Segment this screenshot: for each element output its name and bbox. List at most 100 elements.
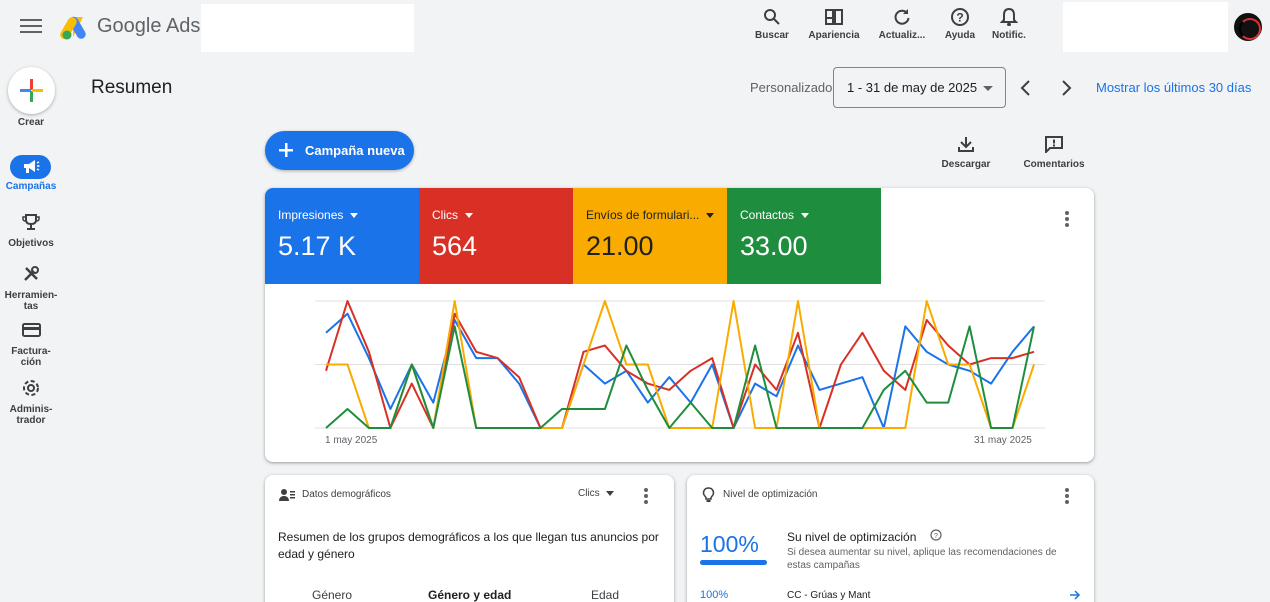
menu-icon[interactable]: [20, 16, 42, 38]
caret-down-icon: [465, 212, 473, 218]
new-campaign-label: Campaña nueva: [305, 143, 405, 158]
campaigns-icon: [23, 160, 39, 173]
notifications-tool-label: Notific.: [992, 30, 1026, 41]
help-icon[interactable]: ?: [930, 529, 942, 541]
sidebar-item-objectives[interactable]: [0, 213, 62, 231]
sidebar-item-admin[interactable]: [0, 378, 62, 398]
campaign-name[interactable]: CC - Grúas y Mant: [787, 590, 871, 601]
tab-gender[interactable]: Género: [312, 588, 353, 602]
appearance-tool-label: Apariencia: [808, 30, 860, 41]
sidebar-item-tools[interactable]: [0, 265, 62, 283]
appearance-tool[interactable]: Apariencia: [806, 6, 862, 41]
sidebar-label-objectives: Objetivos: [8, 238, 54, 249]
download-button[interactable]: Descargar: [938, 133, 994, 170]
demographics-icon: [279, 489, 295, 501]
series-line-1: [325, 300, 1035, 429]
notifications-tool[interactable]: Notific.: [981, 6, 1037, 41]
date-range-select[interactable]: 1 - 31 de may de 2025: [833, 67, 1006, 108]
create-label: Crear: [17, 117, 45, 128]
chevron-down-icon: [983, 86, 993, 91]
help-icon: ?: [951, 8, 969, 26]
search-icon: [764, 9, 780, 25]
comments-label: Comentarios: [1023, 159, 1085, 170]
comment-icon: [1045, 136, 1063, 153]
demographics-card: [265, 475, 674, 602]
lightbulb-icon: [702, 487, 715, 502]
search-tool-label: Buscar: [755, 30, 789, 41]
sidebar-item-billing[interactable]: [0, 322, 62, 338]
refresh-tool-label: Actualiz...: [878, 30, 926, 41]
comments-button[interactable]: Comentarios: [1020, 133, 1088, 170]
demographics-metric-select[interactable]: Clics: [578, 488, 615, 499]
demographics-metric-value: Clics: [578, 488, 600, 499]
optimization-progress-track: [700, 560, 767, 565]
sidebar-label-admin-1: Adminis-: [9, 404, 53, 415]
trophy-icon: [22, 214, 40, 230]
tab-age[interactable]: Edad: [591, 588, 620, 602]
svg-text:?: ?: [934, 533, 938, 540]
metric-contacts[interactable]: Contactos 33.00: [727, 188, 881, 284]
gear-icon: [23, 380, 39, 396]
more-options-icon[interactable]: [1065, 488, 1069, 506]
date-range-value: 1 - 31 de may de 2025: [847, 80, 978, 95]
series-line-2: [326, 300, 1035, 429]
brand-google: Google: [97, 15, 162, 37]
sidebar-label-campaigns: Campañas: [5, 181, 57, 192]
demographics-summary: Resumen de los grupos demográficos a los…: [278, 530, 659, 561]
metric-clicks-label: Clics: [432, 208, 458, 222]
download-icon: [958, 137, 974, 152]
sidebar-label-tools-1: Herramien-: [4, 290, 58, 301]
help-tool-label: Ayuda: [944, 30, 976, 41]
caret-down-icon: [706, 212, 714, 218]
chevron-left-icon[interactable]: [1016, 78, 1036, 98]
appearance-icon: [825, 9, 843, 25]
metric-form-submissions[interactable]: Envíos de formulari... 21.00: [573, 188, 727, 284]
sidebar-item-campaigns[interactable]: [10, 155, 51, 179]
optimization-title: Nivel de optimización: [723, 489, 818, 500]
metric-impressions[interactable]: Impresiones 5.17 K: [265, 188, 419, 284]
optimization-card: [687, 475, 1094, 602]
plus-icon: [20, 79, 43, 102]
optimization-score: 100%: [700, 531, 759, 557]
google-ads-logo: [60, 16, 86, 40]
metric-form-submissions-label: Envíos de formulari...: [586, 208, 700, 222]
billing-icon: [21, 323, 41, 337]
chevron-right-icon[interactable]: [1056, 78, 1076, 98]
sidebar-label-admin-2: trador: [16, 415, 46, 426]
campaign-score: 100%: [700, 589, 729, 601]
more-options-icon[interactable]: [1065, 211, 1069, 229]
show-last-30-link[interactable]: Mostrar los últimos 30 días: [1096, 80, 1252, 95]
plus-icon: [279, 143, 293, 157]
arrow-right-icon[interactable]: [1069, 590, 1081, 600]
page-title: Resumen: [91, 77, 173, 98]
demographics-title: Datos demográficos: [302, 489, 391, 500]
date-mode-label: Personalizado: [750, 80, 833, 95]
tab-gender-age[interactable]: Género y edad: [428, 588, 512, 602]
metric-impressions-value: 5.17 K: [278, 231, 357, 261]
refresh-tool[interactable]: Actualiz...: [874, 6, 930, 41]
download-label: Descargar: [941, 159, 991, 170]
sidebar-label-tools-2: tas: [23, 301, 39, 312]
new-campaign-button[interactable]: Campaña nueva: [265, 131, 414, 170]
optimization-heading: Su nivel de optimización: [787, 530, 917, 544]
search-tool[interactable]: Buscar: [744, 6, 800, 41]
series-line-3: [325, 325, 1035, 429]
bell-icon: [1000, 7, 1018, 26]
caret-down-icon: [801, 212, 810, 218]
brand-ads: Ads: [165, 15, 201, 37]
caret-down-icon: [350, 212, 359, 218]
metric-contacts-label: Contactos: [740, 208, 795, 222]
optimization-progress-fill: [700, 560, 767, 565]
avatar[interactable]: [1234, 13, 1262, 41]
metric-clicks[interactable]: Clics 564: [419, 188, 573, 284]
metric-clicks-value: 564: [432, 231, 478, 261]
help-tool[interactable]: ? Ayuda: [932, 6, 988, 41]
performance-chart: [315, 300, 1045, 429]
more-options-icon[interactable]: [644, 488, 648, 506]
metric-impressions-label: Impresiones: [278, 208, 344, 222]
app-brand: Google Ads: [97, 15, 200, 38]
account-selector[interactable]: [201, 4, 414, 52]
create-button[interactable]: [8, 67, 55, 114]
sidebar-label-billing-2: ción: [20, 357, 42, 368]
svg-text:?: ?: [956, 11, 963, 25]
